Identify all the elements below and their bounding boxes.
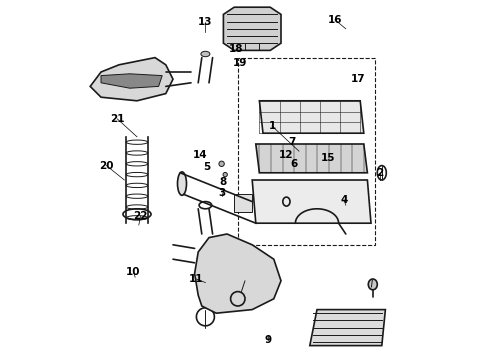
Text: 17: 17 (351, 74, 366, 84)
Ellipse shape (223, 172, 227, 177)
Text: 11: 11 (189, 274, 204, 284)
Text: 18: 18 (229, 44, 243, 54)
Text: 4: 4 (341, 195, 348, 205)
Text: 10: 10 (126, 267, 141, 277)
Polygon shape (252, 180, 371, 223)
Ellipse shape (368, 279, 377, 290)
Text: 19: 19 (232, 58, 247, 68)
Text: 8: 8 (220, 177, 227, 187)
Ellipse shape (201, 51, 210, 57)
Text: 6: 6 (290, 159, 297, 169)
Ellipse shape (177, 172, 187, 195)
Text: 20: 20 (99, 161, 114, 171)
Text: 3: 3 (218, 188, 225, 198)
Text: 21: 21 (110, 114, 124, 124)
Polygon shape (101, 74, 162, 88)
Text: 7: 7 (288, 137, 295, 147)
Polygon shape (259, 101, 364, 133)
Text: 22: 22 (133, 211, 148, 221)
Bar (238, 58, 374, 245)
Polygon shape (310, 310, 386, 346)
Text: 15: 15 (320, 153, 335, 163)
Text: 9: 9 (265, 335, 272, 345)
Text: 16: 16 (328, 15, 342, 25)
Text: 12: 12 (279, 150, 294, 160)
Ellipse shape (219, 161, 224, 166)
Polygon shape (223, 7, 281, 50)
Text: 1: 1 (269, 121, 275, 131)
Bar (234, 194, 252, 212)
Text: 14: 14 (193, 150, 207, 160)
Text: 2: 2 (376, 168, 384, 178)
Polygon shape (256, 144, 368, 173)
Polygon shape (195, 234, 281, 313)
Polygon shape (90, 58, 173, 101)
Text: 5: 5 (203, 162, 211, 172)
Text: 13: 13 (198, 17, 213, 27)
